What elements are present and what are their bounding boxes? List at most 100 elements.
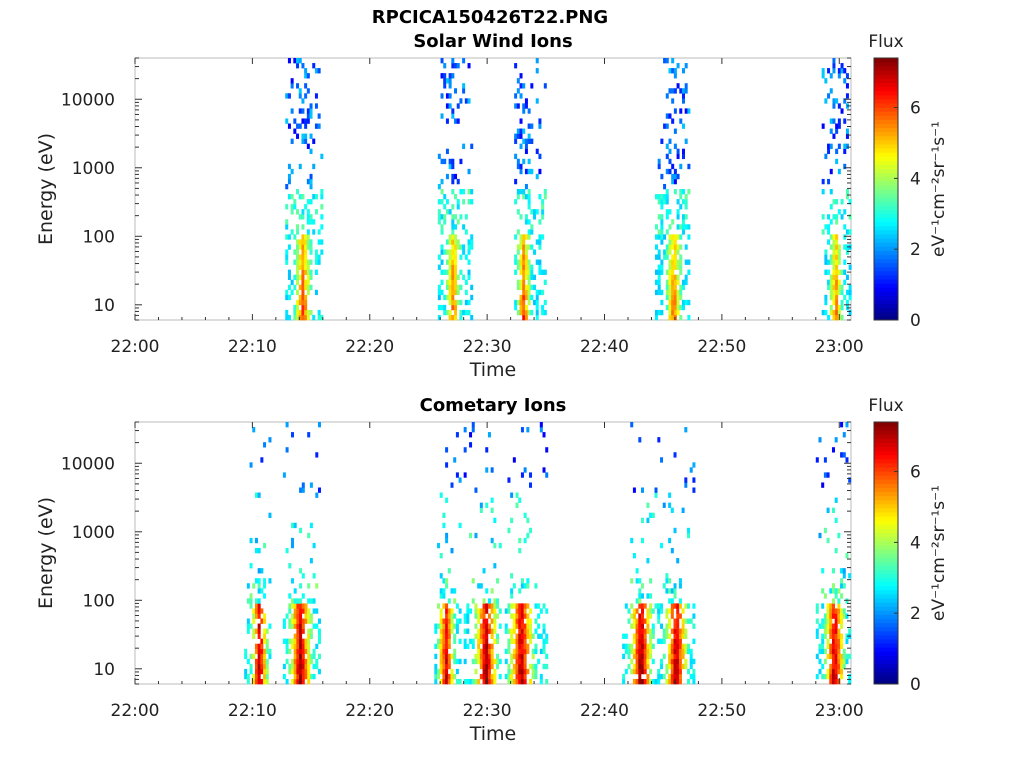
flux-cell: [254, 613, 258, 619]
flux-cell: [671, 88, 675, 94]
flux-cell: [681, 507, 685, 513]
flux-cell: [462, 224, 466, 230]
flux-cell: [840, 568, 844, 574]
flux-cell: [845, 229, 849, 235]
flux-cell: [454, 194, 458, 200]
flux-cell: [660, 264, 664, 270]
flux-cell: [657, 618, 661, 624]
colorbar-swatch: [874, 614, 898, 619]
flux-cell: [463, 638, 467, 644]
flux-cell: [450, 588, 454, 594]
flux-cell: [459, 309, 463, 316]
flux-cell: [632, 608, 636, 614]
flux-cell: [681, 633, 685, 639]
flux-cell: [681, 199, 685, 205]
flux-cell: [290, 643, 294, 650]
flux-cell: [848, 477, 852, 483]
flux-cell: [515, 673, 519, 680]
flux-cell: [320, 204, 324, 210]
flux-cell: [837, 254, 841, 260]
colorbar-swatch: [874, 152, 898, 157]
flux-cell: [301, 209, 305, 215]
flux-cell: [304, 608, 308, 614]
colorbar-swatch: [874, 593, 898, 599]
flux-cell: [477, 653, 481, 660]
flux-cell: [440, 93, 444, 99]
flux-cell: [829, 254, 833, 260]
flux-cell: [437, 254, 441, 260]
flux-cell: [848, 673, 852, 680]
flux-cell: [843, 163, 847, 170]
flux-cell: [840, 583, 844, 589]
flux-cell: [845, 93, 849, 99]
flux-cell: [520, 638, 524, 644]
flux-cell: [535, 239, 539, 245]
flux-cell: [293, 673, 297, 680]
flux-cell: [668, 284, 672, 291]
flux-cell: [823, 457, 827, 463]
colorbar-swatch: [874, 430, 898, 435]
flux-cell: [304, 638, 308, 644]
flux-cell: [518, 658, 522, 665]
colorbar-swatch: [874, 569, 898, 574]
flux-cell: [448, 264, 452, 270]
flux-cell: [447, 633, 451, 639]
flux-cell: [834, 588, 838, 594]
flux-cell: [826, 628, 830, 634]
flux-cell: [445, 173, 449, 180]
flux-cell: [490, 628, 494, 634]
flux-cell: [668, 158, 672, 165]
flux-cell: [493, 658, 497, 665]
flux-cell: [824, 224, 828, 230]
flux-cell: [679, 314, 683, 321]
flux-cell: [299, 608, 303, 614]
flux-cell: [641, 608, 645, 614]
flux-cell: [679, 224, 683, 230]
flux-cell: [520, 618, 524, 624]
flux-cell: [477, 638, 481, 644]
flux-cell: [309, 133, 313, 139]
flux-cell: [660, 663, 664, 670]
flux-cell: [293, 314, 297, 321]
flux-cell: [831, 588, 835, 594]
flux-cell: [524, 274, 528, 280]
flux-cell: [526, 628, 530, 634]
flux-cell: [510, 668, 514, 675]
colorbar-swatch: [874, 307, 898, 313]
flux-cell: [512, 668, 516, 675]
flux-cell: [443, 73, 447, 79]
flux-cell: [309, 178, 313, 185]
flux-cell: [530, 229, 534, 235]
flux-cell: [439, 613, 443, 619]
flux-cell: [263, 578, 267, 584]
flux-cell: [679, 234, 683, 240]
flux-cell: [282, 663, 286, 670]
flux-cell: [665, 168, 669, 175]
flux-cell: [671, 68, 675, 74]
flux-cell: [632, 613, 636, 619]
flux-cell: [673, 294, 677, 301]
flux-cell: [673, 239, 677, 245]
flux-cell: [445, 673, 449, 680]
flux-cell: [260, 658, 264, 665]
flux-cell: [307, 608, 311, 614]
flux-cell: [821, 482, 825, 488]
flux-cell: [309, 239, 313, 245]
flux-cell: [665, 58, 669, 64]
flux-cell: [837, 269, 841, 275]
flux-cell: [821, 648, 825, 655]
flux-cell: [296, 264, 300, 270]
flux-cell: [845, 422, 849, 428]
flux-cell: [673, 88, 677, 94]
flux-cell: [845, 189, 849, 195]
flux-cell: [665, 113, 669, 119]
flux-cell: [442, 633, 446, 639]
flux-cell: [533, 214, 537, 220]
flux-cell: [290, 603, 294, 609]
flux-cell: [676, 148, 680, 155]
flux-cell: [467, 269, 471, 275]
y-tick-label: 10: [93, 660, 115, 680]
flux-cell: [535, 58, 539, 64]
flux-cell: [692, 638, 696, 644]
flux-cell: [527, 289, 531, 296]
